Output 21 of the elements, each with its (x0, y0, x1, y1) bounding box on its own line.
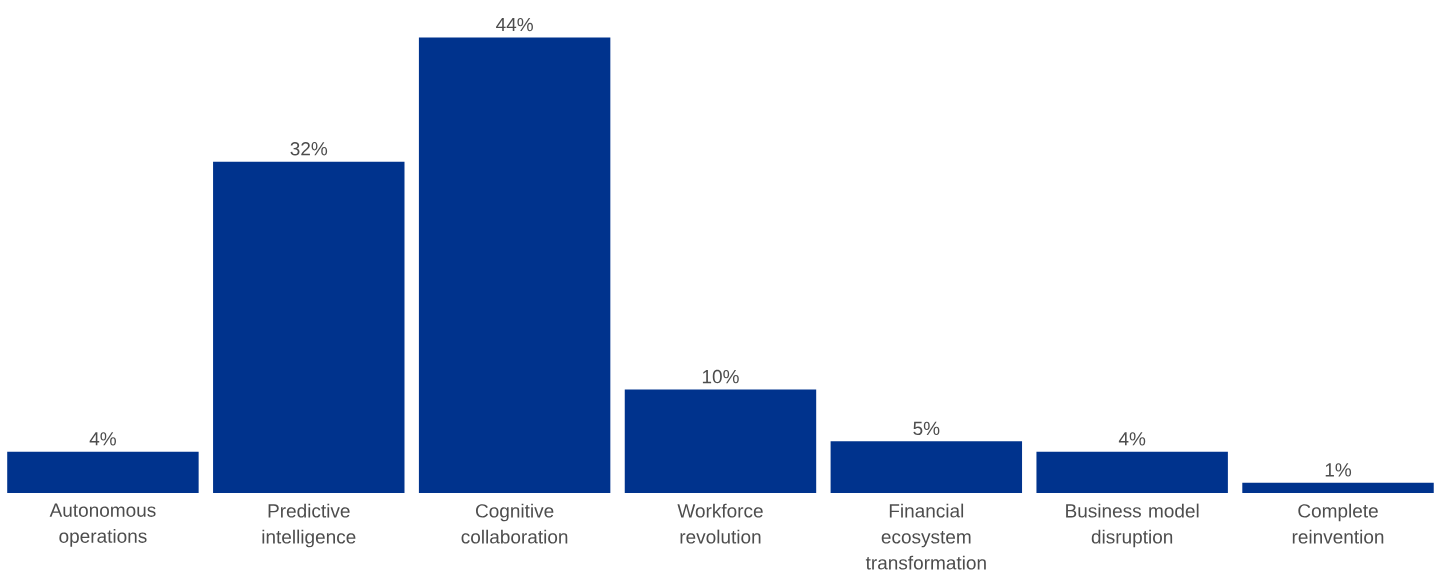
data-label: 44% (496, 17, 533, 32)
x-tick-label: Predictive intelligence (262, 503, 356, 548)
data-label: 1% (1325, 463, 1352, 477)
x-tick-label: Financial ecosystem transformation (865, 503, 986, 570)
x-tick-label: Cognitive collaboration (461, 503, 568, 544)
bar (1036, 451, 1228, 494)
bar (1242, 482, 1434, 494)
bar (418, 37, 611, 494)
bar (213, 161, 405, 494)
data-label: 4% (1118, 432, 1146, 446)
bar (624, 389, 817, 494)
data-label: 5% (913, 421, 940, 436)
data-label: 32% (290, 141, 328, 156)
x-tick-label: Autonomous operations (49, 503, 156, 547)
bar (830, 441, 1023, 494)
x-tick-label: Workforce revolution (677, 503, 763, 544)
data-label: 10% (702, 369, 739, 384)
bar (7, 451, 199, 494)
data-label: 4% (89, 432, 116, 446)
x-tick-label: Complete reinvention (1292, 503, 1384, 544)
x-tick-label: Business model disruption (1066, 503, 1199, 548)
